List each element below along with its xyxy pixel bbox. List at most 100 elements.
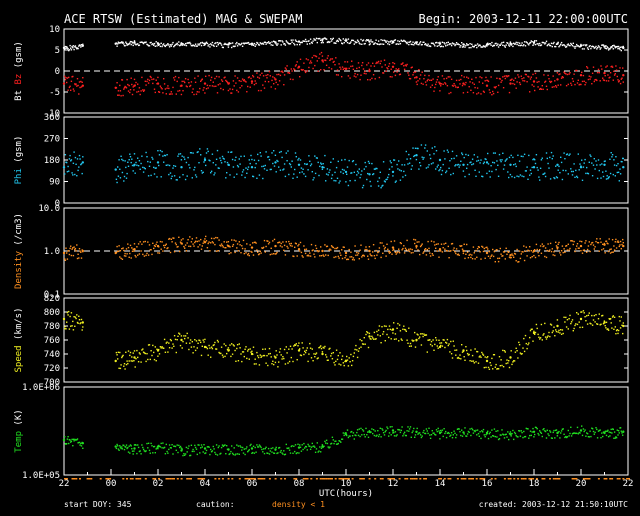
data-point-bz — [439, 90, 441, 92]
data-point-temp — [200, 444, 203, 446]
data-point-phi — [393, 159, 395, 161]
data-point-phi — [526, 166, 528, 168]
data-point-phi — [147, 175, 150, 177]
data-point-bz — [246, 91, 248, 93]
data-point-temp — [581, 434, 584, 437]
data-point-temp — [430, 434, 433, 436]
data-point-phi — [560, 161, 563, 164]
data-point-phi — [121, 171, 124, 174]
data-point-bt — [367, 39, 369, 41]
data-point-phi — [356, 174, 358, 176]
data-point-phi — [314, 172, 317, 175]
data-point-phi — [441, 169, 444, 172]
data-point-density — [356, 251, 358, 254]
data-point-bz — [579, 83, 581, 86]
data-sample-speed — [462, 349, 465, 352]
data-point-speed — [271, 363, 273, 365]
data-point-density — [267, 243, 270, 245]
data-point-speed — [332, 352, 334, 354]
data-point-bz — [548, 78, 550, 80]
data-point-speed — [254, 358, 256, 360]
data-point-density — [309, 252, 311, 254]
data-point-bz — [129, 91, 131, 94]
data-point-phi — [450, 158, 453, 160]
data-point-bt — [419, 42, 421, 44]
data-point-bt — [424, 43, 427, 45]
data-point-speed — [273, 355, 276, 357]
data-point-temp — [379, 427, 381, 429]
data-point-bt — [585, 45, 587, 47]
data-point-bt — [422, 41, 424, 43]
data-point-phi — [395, 180, 397, 182]
data-point-phi — [227, 151, 230, 153]
density-caution-marker — [611, 478, 614, 480]
data-point-phi — [484, 158, 486, 160]
data-point-bz — [337, 74, 339, 76]
data-point-bz — [485, 76, 487, 79]
data-point-density — [212, 242, 214, 244]
data-point-phi — [476, 160, 478, 162]
data-point-density — [424, 248, 427, 250]
data-point-phi — [482, 175, 484, 178]
data-point-speed — [290, 356, 292, 359]
data-point-phi — [409, 158, 412, 160]
data-point-speed — [331, 358, 334, 360]
data-sample-density — [133, 248, 136, 251]
data-point-bt — [562, 44, 564, 46]
data-point-temp — [288, 447, 290, 449]
data-point-phi — [203, 161, 205, 163]
data-point-bz — [169, 93, 172, 95]
data-point-bt — [449, 43, 451, 45]
data-point-phi — [553, 177, 555, 179]
data-point-bz — [463, 76, 465, 78]
data-point-phi — [382, 184, 384, 187]
data-point-temp — [230, 450, 232, 453]
data-point-bz — [416, 83, 418, 86]
data-point-speed — [121, 356, 123, 359]
data-point-speed — [364, 343, 366, 345]
data-point-bz — [554, 80, 556, 82]
data-point-density — [75, 250, 77, 252]
data-sample-bt — [509, 42, 512, 45]
data-point-temp — [398, 429, 400, 431]
data-point-temp — [529, 430, 532, 432]
data-point-bt — [227, 46, 230, 48]
data-sample-density — [603, 243, 606, 246]
data-point-phi — [459, 164, 461, 166]
data-point-bz — [577, 79, 579, 81]
data-point-density — [596, 238, 598, 240]
data-point-bt — [599, 48, 601, 50]
data-point-temp — [617, 430, 620, 432]
data-point-bz — [310, 62, 313, 64]
data-point-bz — [200, 79, 203, 81]
data-point-temp — [446, 432, 449, 434]
data-point-phi — [536, 166, 538, 169]
data-point-density — [406, 239, 408, 242]
data-point-bt — [307, 40, 309, 42]
data-point-phi — [248, 159, 250, 161]
data-point-bt — [148, 45, 151, 47]
data-point-density — [445, 242, 447, 244]
data-point-bt — [126, 44, 128, 46]
density-caution-marker — [197, 478, 200, 480]
data-point-bz — [188, 82, 190, 84]
data-point-speed — [76, 314, 78, 316]
data-point-density — [125, 255, 127, 257]
data-point-temp — [224, 444, 226, 446]
data-point-bz — [305, 58, 308, 60]
data-point-density — [134, 254, 136, 257]
data-point-density — [340, 254, 342, 256]
data-point-bt — [454, 44, 456, 47]
data-point-density — [482, 246, 484, 248]
data-point-bt — [389, 41, 391, 43]
data-point-temp — [123, 448, 126, 451]
data-point-speed — [592, 319, 595, 321]
data-point-density — [367, 258, 370, 260]
data-point-temp — [265, 446, 267, 448]
data-point-density — [147, 254, 150, 256]
data-point-density — [223, 241, 225, 243]
data-point-phi — [299, 171, 301, 174]
data-point-phi — [403, 170, 405, 173]
data-point-temp — [484, 436, 486, 438]
data-point-phi — [413, 155, 415, 158]
